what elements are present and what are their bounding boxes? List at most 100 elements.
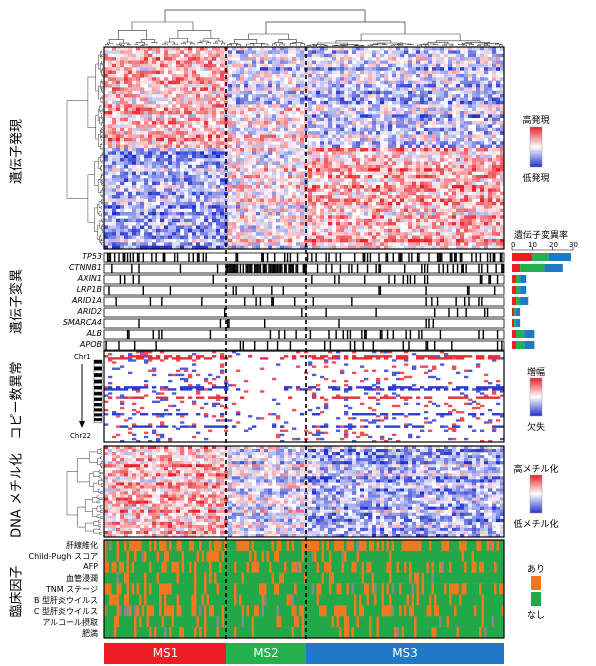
dendrogram-branch — [100, 55, 102, 59]
heatmap-cell — [452, 84, 457, 88]
heatmap-cell — [456, 97, 461, 102]
heatmap-cell — [368, 127, 373, 132]
heatmap-cell — [360, 57, 365, 61]
heatmap-cell — [376, 131, 381, 135]
dendrogram-branch — [177, 30, 212, 39]
heatmap-cell — [308, 60, 313, 65]
heatmap-cell — [108, 211, 113, 216]
heatmap-cell — [376, 73, 381, 78]
heatmap-cell — [324, 114, 329, 118]
heatmap-cell — [472, 188, 477, 193]
heatmap-cell — [180, 148, 185, 152]
heatmap-cell — [460, 208, 465, 213]
dendrogram-branch — [107, 42, 113, 45]
heatmap-cell — [480, 188, 485, 193]
heatmap-cell — [316, 117, 321, 122]
heatmap-cell — [464, 47, 469, 51]
heatmap-cell — [456, 144, 461, 149]
heatmap-cell — [256, 107, 261, 112]
heatmap-cell — [252, 164, 257, 169]
heatmap-cell — [472, 195, 477, 199]
heatmap-cell — [116, 211, 121, 216]
heatmap-cell — [176, 100, 181, 105]
heatmap-cell — [416, 47, 421, 51]
heatmap-cell — [296, 205, 301, 209]
heatmap-cell — [348, 181, 353, 186]
heatmap-cell — [500, 100, 505, 105]
heatmap-cell — [452, 77, 457, 81]
heatmap-cell — [496, 53, 501, 58]
heatmap-cell — [220, 201, 225, 206]
heatmap-cell — [112, 70, 117, 75]
heatmap-cell — [188, 117, 193, 122]
heatmap-cell — [416, 148, 421, 152]
heatmap-cell — [236, 181, 241, 186]
heatmap-cell — [436, 225, 441, 230]
heatmap-cell — [272, 67, 277, 71]
heatmap-cell — [492, 208, 497, 213]
heatmap-cell — [244, 110, 249, 115]
heatmap-cell — [440, 60, 445, 65]
heatmap-cell — [212, 208, 217, 213]
heatmap-cell — [236, 53, 241, 58]
heatmap-cell — [340, 151, 345, 156]
heatmap-cell — [264, 117, 269, 122]
heatmap-cell — [200, 185, 205, 189]
heatmap-cell — [432, 80, 437, 85]
heatmap-cell — [164, 77, 169, 81]
heatmap-cell — [268, 218, 273, 223]
heatmap-cell — [140, 181, 145, 186]
heatmap-cell — [344, 100, 349, 105]
heatmap-cell — [256, 148, 261, 152]
heatmap-cell — [280, 164, 285, 169]
heatmap-cell — [180, 94, 185, 98]
heatmap-cell — [136, 63, 141, 68]
heatmap-cell — [312, 84, 317, 88]
heatmap-cell — [416, 50, 421, 55]
heatmap-cell — [308, 158, 313, 162]
heatmap-cell — [424, 198, 429, 203]
dendrogram-branch — [118, 30, 147, 40]
heatmap-cell — [216, 77, 221, 81]
heatmap-cell — [128, 107, 133, 112]
heatmap-cell — [232, 141, 237, 145]
heatmap-cell — [144, 144, 149, 149]
heatmap-cell — [436, 87, 441, 92]
heatmap-cell — [436, 77, 441, 81]
heatmap-cell — [276, 87, 281, 92]
heatmap-cell — [420, 168, 425, 172]
heatmap-cell — [164, 215, 169, 219]
heatmap-cell — [248, 90, 253, 95]
heatmap-cell — [144, 222, 149, 226]
heatmap-cell — [232, 127, 237, 132]
heatmap-cell — [336, 168, 341, 172]
heatmap-cell — [296, 141, 301, 145]
heatmap-cell — [132, 171, 137, 176]
heatmap-cell — [456, 208, 461, 213]
heatmap-cell — [184, 131, 189, 135]
heatmap-cell — [260, 47, 265, 51]
heatmap-cell — [364, 211, 369, 216]
heatmap-cell — [208, 191, 213, 196]
heatmap-cell — [188, 201, 193, 206]
heatmap-cell — [440, 57, 445, 61]
heatmap-cell — [264, 174, 269, 179]
heatmap-cell — [188, 205, 193, 209]
heatmap-cell — [212, 228, 217, 233]
heatmap-cell — [276, 195, 281, 199]
heatmap-cell — [248, 131, 253, 135]
heatmap-cell — [448, 134, 453, 139]
heatmap-cell — [500, 211, 505, 216]
dendrogram-branch — [84, 499, 93, 512]
heatmap-cell — [108, 131, 113, 135]
heatmap-cell — [332, 137, 337, 142]
heatmap-cell — [104, 211, 109, 216]
heatmap-cell — [236, 215, 241, 219]
heatmap-cell — [232, 215, 237, 219]
dendrogram-branch — [234, 39, 258, 44]
heatmap-cell — [432, 90, 437, 95]
heatmap-cell — [164, 205, 169, 209]
heatmap-cell — [340, 87, 345, 92]
heatmap-cell — [232, 77, 237, 81]
heatmap-cell — [456, 70, 461, 75]
